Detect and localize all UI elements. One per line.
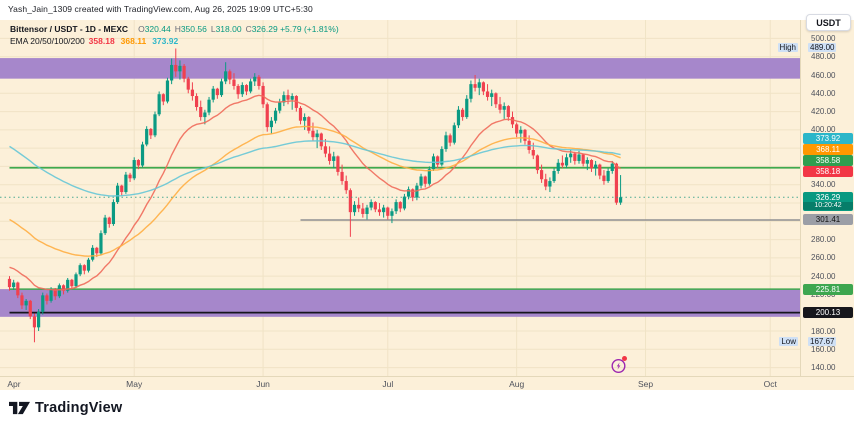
price-tick-label: 260.00 xyxy=(811,253,836,263)
currency-toggle-button[interactable]: USDT xyxy=(806,14,851,31)
month-label: Sep xyxy=(637,379,654,389)
close-value: 326.29 xyxy=(251,24,278,34)
chart-canvas[interactable] xyxy=(0,20,800,376)
price-badge: 358.18 xyxy=(803,166,853,177)
high-value: 350.56 xyxy=(180,24,207,34)
price-badge: 301.41 xyxy=(803,214,853,226)
price-tick-label: 160.00 xyxy=(811,344,836,354)
change-value: +5.79 (+1.81%) xyxy=(280,24,339,34)
attribution-text: Yash_Jain_1309 created with TradingView.… xyxy=(8,4,313,14)
price-badge: 225.81 xyxy=(803,283,853,295)
symbol-title[interactable]: Bittensor / USDT - 1D - MEXC xyxy=(10,24,129,34)
price-tick-label: 140.00 xyxy=(811,363,836,373)
month-label: Aug xyxy=(509,379,525,389)
open-label: O xyxy=(138,24,145,34)
month-label: Jun xyxy=(256,379,270,389)
tradingview-mark-icon xyxy=(9,401,30,415)
price-badge: 368.11 xyxy=(803,144,853,155)
symbol-legend-row[interactable]: Bittensor / USDT - 1D - MEXC O320.44 H350.… xyxy=(10,23,339,35)
tradingview-logo[interactable]: TradingView xyxy=(9,399,122,417)
month-label: Apr xyxy=(7,379,21,389)
month-label: Oct xyxy=(763,379,777,389)
price-tick-label: 480.00 xyxy=(811,52,836,62)
ema-legend-row[interactable]: EMA 20/50/100/200 358.18 368.11 373.92 xyxy=(10,35,339,47)
lightning-bolt-icon xyxy=(611,358,626,374)
high-marker-label: High xyxy=(777,43,798,53)
footer: TradingView xyxy=(0,390,854,427)
price-badge: 373.92 xyxy=(803,133,853,144)
price-badge: 358.58 xyxy=(803,155,853,166)
time-axis[interactable]: Apr May Jun Jul Aug Sep Oct xyxy=(0,376,854,390)
low-marker-value: 167.67 xyxy=(808,337,837,347)
price-axis[interactable]: 500.00480.00460.00440.00420.00400.00380.… xyxy=(800,20,854,376)
close-label: C xyxy=(245,24,252,34)
ema-value: 368.11 xyxy=(120,36,147,46)
ema-values: 358.18 368.11 373.92 xyxy=(89,36,185,46)
lightning-alert-icon[interactable] xyxy=(610,356,627,374)
low-label: L xyxy=(210,24,216,34)
ema-value: 373.92 xyxy=(152,36,179,46)
month-label: Jul xyxy=(382,379,394,389)
low-marker-label: Low xyxy=(779,337,798,347)
price-tick-label: 340.00 xyxy=(811,180,836,190)
low-value: 318.00 xyxy=(215,24,242,34)
high-label: H xyxy=(174,24,181,34)
chart-region: Bittensor / USDT - 1D - MEXC O320.44 H350.… xyxy=(0,20,854,390)
tradingview-brand-text: TradingView xyxy=(35,400,123,416)
open-value: 320.44 xyxy=(144,24,171,34)
month-label: May xyxy=(126,379,143,389)
alert-notification-dot xyxy=(622,356,627,361)
price-badge: 326.29 10:20:42 xyxy=(803,191,853,211)
legend: Bittensor / USDT - 1D - MEXC O320.44 H350.… xyxy=(10,23,339,47)
attribution-bar: Yash_Jain_1309 created with TradingView.… xyxy=(0,0,854,20)
price-tick-label: 280.00 xyxy=(811,235,836,245)
price-tick-label: 460.00 xyxy=(811,70,836,80)
price-tick-label: 420.00 xyxy=(811,107,836,117)
ema-indicator-label[interactable]: EMA 20/50/100/200 xyxy=(10,36,85,46)
price-tick-label: 440.00 xyxy=(811,88,836,98)
price-badge: 200.13 xyxy=(803,307,853,319)
price-tick-label: 240.00 xyxy=(811,271,836,281)
price-tick-label: 180.00 xyxy=(811,326,836,336)
price-tick-label: 500.00 xyxy=(811,33,836,43)
price-tick-label: 400.00 xyxy=(811,125,836,135)
high-marker-value: 489.00 xyxy=(808,43,837,53)
countdown-timer: 10:20:42 xyxy=(803,201,853,210)
ema-value: 358.18 xyxy=(88,36,115,46)
